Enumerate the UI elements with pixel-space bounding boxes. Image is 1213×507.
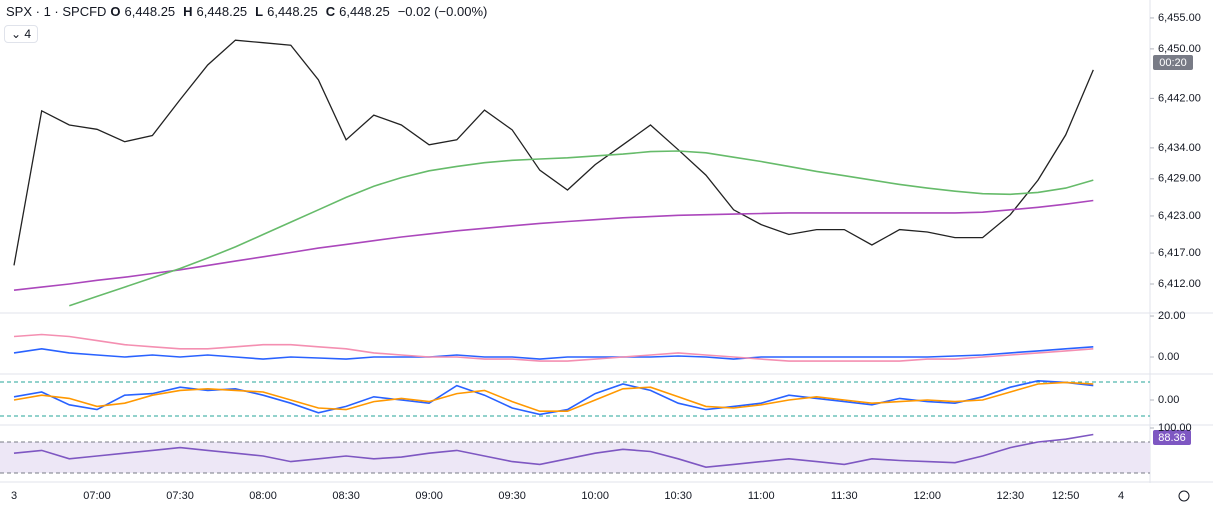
symbol: SPX · 1 · SPCFD xyxy=(6,4,107,19)
x-tick-label: 11:30 xyxy=(831,490,858,502)
header: SPX · 1 · SPCFD O 6,448.25 H 6,448.25 L 6,4… xyxy=(6,4,487,19)
y-tick-label: 6,434.00 xyxy=(1158,142,1201,154)
ohlc-value: 6,448.25 xyxy=(267,4,318,19)
y-tick-label: 0.00 xyxy=(1158,394,1179,406)
settings-icon[interactable] xyxy=(1178,490,1190,502)
x-tick-label: 10:00 xyxy=(581,490,609,502)
x-tick-label: 4 xyxy=(1118,490,1124,502)
x-tick-label: 08:00 xyxy=(249,490,277,502)
x-tick-label: 09:30 xyxy=(498,490,526,502)
series-line xyxy=(13,39,1094,266)
ohlc-key: C xyxy=(325,4,336,19)
series-line xyxy=(13,199,1094,291)
x-tick-label: 10:30 xyxy=(664,490,692,502)
series-line xyxy=(13,433,1094,469)
series-line xyxy=(13,346,1094,360)
x-tick-label: 07:30 xyxy=(166,490,194,502)
x-tick-label: 12:30 xyxy=(997,490,1025,502)
series-line xyxy=(13,379,1094,416)
countdown-badge xyxy=(1153,55,1193,70)
ohlc-key: O xyxy=(110,4,121,19)
x-tick-label: 07:00 xyxy=(83,490,111,502)
series-line xyxy=(13,381,1094,412)
y-tick-label: 20.00 xyxy=(1158,310,1186,322)
change: −0.02 (−0.00%) xyxy=(397,4,488,19)
rsi-last: 88.36 xyxy=(1158,432,1186,444)
ohlc-value: 6,448.25 xyxy=(339,4,390,19)
series-line xyxy=(13,333,1094,362)
rsi-badge xyxy=(1153,430,1191,445)
y-tick-label: 6,442.00 xyxy=(1158,92,1201,104)
x-tick-label: 11:00 xyxy=(748,490,775,502)
y-tick-label: 6,412.00 xyxy=(1158,278,1201,290)
ohlc-key: H xyxy=(183,4,193,19)
x-tick-label: 12:00 xyxy=(914,490,942,502)
y-tick-label: 6,417.00 xyxy=(1158,247,1201,259)
y-tick-label: 100.00 xyxy=(1158,422,1192,434)
x-tick-label: 3 xyxy=(11,490,17,502)
y-tick-label: 0.00 xyxy=(1158,351,1179,363)
y-tick-label: 6,429.00 xyxy=(1158,173,1201,185)
y-tick-label: 6,423.00 xyxy=(1158,210,1201,222)
ohlc-value: 6,448.25 xyxy=(196,4,248,19)
x-tick-label: 08:30 xyxy=(332,490,360,502)
x-tick-label: 09:00 xyxy=(415,490,443,502)
indicator-toggle[interactable]: ⌄ 4 xyxy=(4,25,39,43)
countdown: 00:20 xyxy=(1159,57,1187,69)
ohlc-key: L xyxy=(255,4,264,19)
y-tick-label: 6,455.00 xyxy=(1158,12,1201,24)
x-tick-label: 12:50 xyxy=(1052,490,1080,502)
ohlc-value: 6,448.25 xyxy=(124,4,176,19)
indicator-count: 4 xyxy=(24,27,32,41)
series-line xyxy=(69,150,1094,307)
y-tick-label: 6,450.00 xyxy=(1158,43,1201,55)
